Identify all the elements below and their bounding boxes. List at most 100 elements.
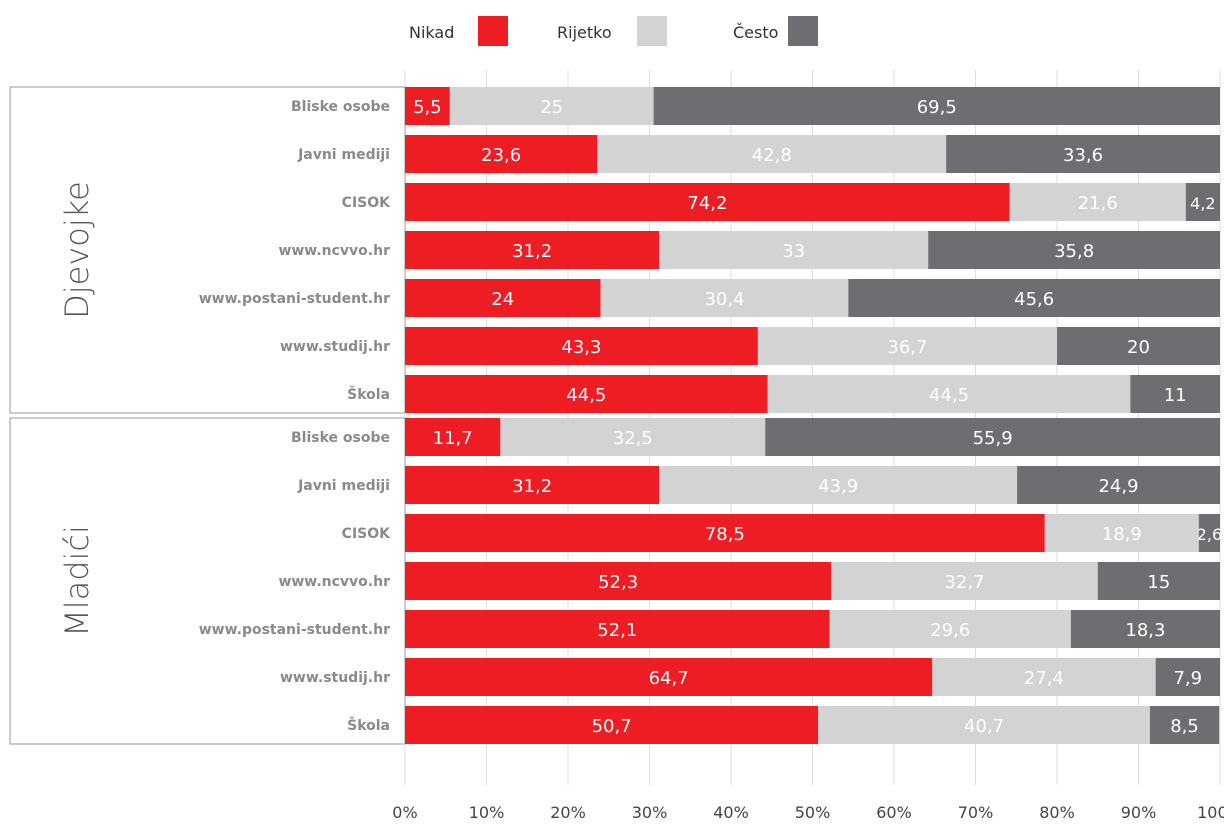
bar-nikad <box>405 183 1010 221</box>
data-label-cesto: 33,6 <box>1063 145 1103 166</box>
data-label-rijetko: 30,4 <box>704 289 744 310</box>
x-tick-label: 0% <box>392 803 417 822</box>
data-label-cesto: 24,9 <box>1098 476 1138 497</box>
group-panels: Djevojke Mladići <box>9 86 406 745</box>
bar-nikad <box>405 87 450 125</box>
bar-nikad <box>405 327 758 365</box>
data-label-nikad: 44,5 <box>566 385 606 406</box>
bar-cesto <box>1097 562 1220 600</box>
data-label-nikad: 43,3 <box>561 337 601 358</box>
data-label-rijetko: 33 <box>782 241 805 262</box>
bars <box>405 87 1220 744</box>
bar-rijetko <box>597 135 947 173</box>
bar-cesto <box>653 87 1220 125</box>
data-label-nikad: 11,7 <box>433 428 473 449</box>
data-label-nikad: 50,7 <box>592 716 632 737</box>
data-label-cesto: 55,9 <box>973 428 1013 449</box>
bar-cesto <box>765 418 1220 456</box>
data-label-nikad: 64,7 <box>649 668 689 689</box>
bar-cesto <box>1198 514 1220 552</box>
data-label-nikad: 78,5 <box>705 524 745 545</box>
data-label-rijetko: 18,9 <box>1102 524 1142 545</box>
x-tick-label: 90% <box>1121 803 1157 822</box>
x-tick-label: 40% <box>713 803 749 822</box>
data-label-rijetko: 29,6 <box>930 620 970 641</box>
bar-cesto <box>1155 658 1220 696</box>
bar-rijetko <box>767 375 1131 413</box>
data-label-rijetko: 44,5 <box>929 385 969 406</box>
bar-cesto <box>1057 327 1220 365</box>
data-label-nikad: 24 <box>491 289 514 310</box>
x-tick-label: 100% <box>1197 803 1224 822</box>
category-label: Javni mediji <box>297 147 390 163</box>
category-label: Javni mediji <box>297 478 390 494</box>
group-label: Djevojke <box>58 181 96 319</box>
data-label-rijetko: 21,6 <box>1078 193 1118 214</box>
data-label-cesto: 18,3 <box>1125 620 1165 641</box>
bar-rijetko <box>500 418 766 456</box>
value-labels: Bliske osobe 5,5 25 69,5 Javni mediji 23,6 42,… <box>199 97 1222 737</box>
legend-swatch-rijetko <box>637 16 667 46</box>
data-label-nikad: 52,3 <box>598 572 638 593</box>
bar-cesto <box>1017 466 1220 504</box>
bar-cesto <box>848 279 1220 317</box>
bar-rijetko <box>659 466 1018 504</box>
data-label-nikad: 74,2 <box>687 193 727 214</box>
x-tick-label: 60% <box>876 803 912 822</box>
data-label-cesto: 4,2 <box>1190 194 1215 213</box>
data-label-nikad: 52,1 <box>597 620 637 641</box>
bar-nikad <box>405 231 660 269</box>
bar-cesto <box>928 231 1220 269</box>
bar-cesto <box>1185 183 1220 221</box>
x-tick-label: 50% <box>795 803 831 822</box>
category-label: CISOK <box>342 526 391 542</box>
data-label-nikad: 5,5 <box>413 97 442 118</box>
category-label: Škola <box>347 385 390 403</box>
category-label: Bliske osobe <box>291 99 390 115</box>
category-label: www.postani-student.hr <box>199 622 390 638</box>
data-label-cesto: 11 <box>1164 385 1187 406</box>
data-label-cesto: 2,6 <box>1197 525 1222 544</box>
data-label-nikad: 31,2 <box>512 241 552 262</box>
x-tick-label: 80% <box>1039 803 1075 822</box>
bar-rijetko <box>757 327 1057 365</box>
bar-nikad <box>405 466 660 504</box>
bar-rijetko <box>600 279 849 317</box>
bar-cesto <box>1149 706 1220 744</box>
bar-nikad <box>405 375 768 413</box>
data-label-cesto: 15 <box>1147 572 1170 593</box>
x-tick-label: 70% <box>958 803 994 822</box>
data-label-nikad: 31,2 <box>512 476 552 497</box>
bar-rijetko <box>659 231 929 269</box>
category-label: www.studij.hr <box>280 670 390 686</box>
bar-nikad <box>405 135 598 173</box>
x-axis-ticks: 0% 10% 20% 30% 40% 50% 60% 70% 80% 90% 100% <box>392 803 1224 822</box>
bar-rijetko <box>831 562 1098 600</box>
category-label: Bliske osobe <box>291 430 390 446</box>
bar-nikad <box>405 514 1045 552</box>
legend-label-cesto: Često <box>733 23 778 42</box>
bar-nikad <box>405 279 601 317</box>
x-tick-label: 20% <box>550 803 586 822</box>
data-label-rijetko: 40,7 <box>964 716 1004 737</box>
x-tick-label: 30% <box>632 803 668 822</box>
data-label-rijetko: 42,8 <box>752 145 792 166</box>
bar-rijetko <box>1009 183 1186 221</box>
legend-swatch-cesto <box>788 16 818 46</box>
bar-cesto <box>946 135 1220 173</box>
category-label: www.ncvvo.hr <box>278 243 390 259</box>
data-label-rijetko: 32,5 <box>613 428 653 449</box>
category-label: www.postani-student.hr <box>199 291 390 307</box>
legend: Nikad Rijetko Često <box>409 16 818 46</box>
data-label-cesto: 7,9 <box>1173 668 1202 689</box>
bar-rijetko <box>932 658 1156 696</box>
bar-cesto <box>1070 610 1220 648</box>
data-label-cesto: 69,5 <box>917 97 957 118</box>
data-label-cesto: 35,8 <box>1054 241 1094 262</box>
legend-label-rijetko: Rijetko <box>557 23 612 42</box>
category-label: www.ncvvo.hr <box>278 574 390 590</box>
bar-cesto <box>1130 375 1220 413</box>
data-label-cesto: 45,6 <box>1014 289 1054 310</box>
legend-swatch-nikad <box>478 16 508 46</box>
category-label: CISOK <box>342 195 391 211</box>
